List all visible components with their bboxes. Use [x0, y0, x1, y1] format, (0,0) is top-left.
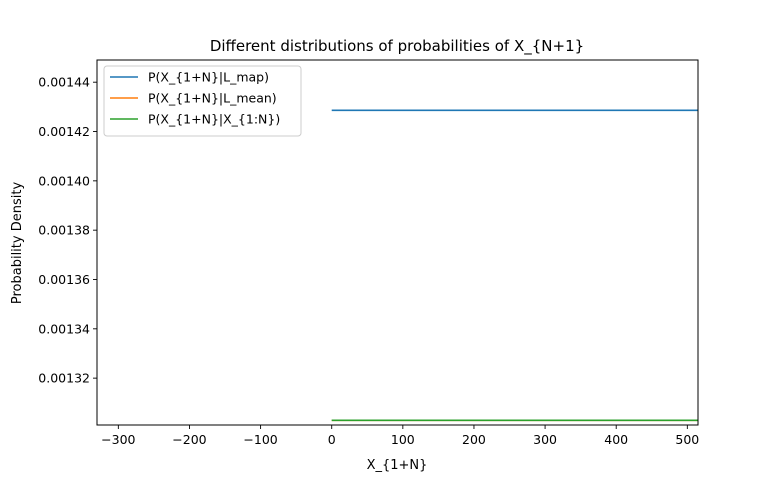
y-tick-label: 0.00144: [38, 75, 90, 90]
y-tick-label: 0.00134: [38, 321, 90, 336]
x-axis-label: X_{1+N}: [367, 458, 428, 473]
x-tick-label: 100: [391, 432, 415, 447]
series-layer: [331, 109, 698, 422]
legend-label-2: P(X_{1+N}|X_{1:N}): [148, 112, 280, 127]
legend-box: [103, 65, 302, 137]
x-tick-label: −300: [101, 432, 135, 447]
y-tick-label: 0.00138: [38, 223, 90, 238]
x-axis-ticks: −300 −200 −100 0 100 200 300 400 500: [101, 425, 699, 447]
y-tick-label: 0.00132: [38, 371, 90, 386]
legend-label-1: P(X_{1+N}|L_mean): [148, 91, 277, 106]
y-axis-label: Probability Density: [10, 182, 25, 305]
y-axis-ticks: 0.00132 0.00134 0.00136 0.00138 0.00140 0.001…: [38, 75, 97, 386]
x-tick-label: −200: [172, 432, 206, 447]
y-tick-label: 0.00142: [38, 124, 90, 139]
x-tick-label: 300: [533, 432, 557, 447]
legend: P(X_{1+N}|L_map) P(X_{1+N}|L_mean) P(X_{1+…: [103, 65, 302, 137]
x-tick-label: 400: [604, 432, 628, 447]
x-tick-label: 0: [328, 432, 336, 447]
plot-frame: [96, 59, 699, 426]
y-tick-label: 0.00136: [38, 272, 90, 287]
y-tick-label: 0.00140: [38, 173, 90, 188]
x-tick-label: 500: [675, 432, 699, 447]
x-tick-label: 200: [462, 432, 486, 447]
chart-title: Different distributions of probabilities…: [210, 37, 584, 56]
x-tick-label: −100: [243, 432, 277, 447]
legend-label-0: P(X_{1+N}|L_map): [148, 70, 269, 85]
